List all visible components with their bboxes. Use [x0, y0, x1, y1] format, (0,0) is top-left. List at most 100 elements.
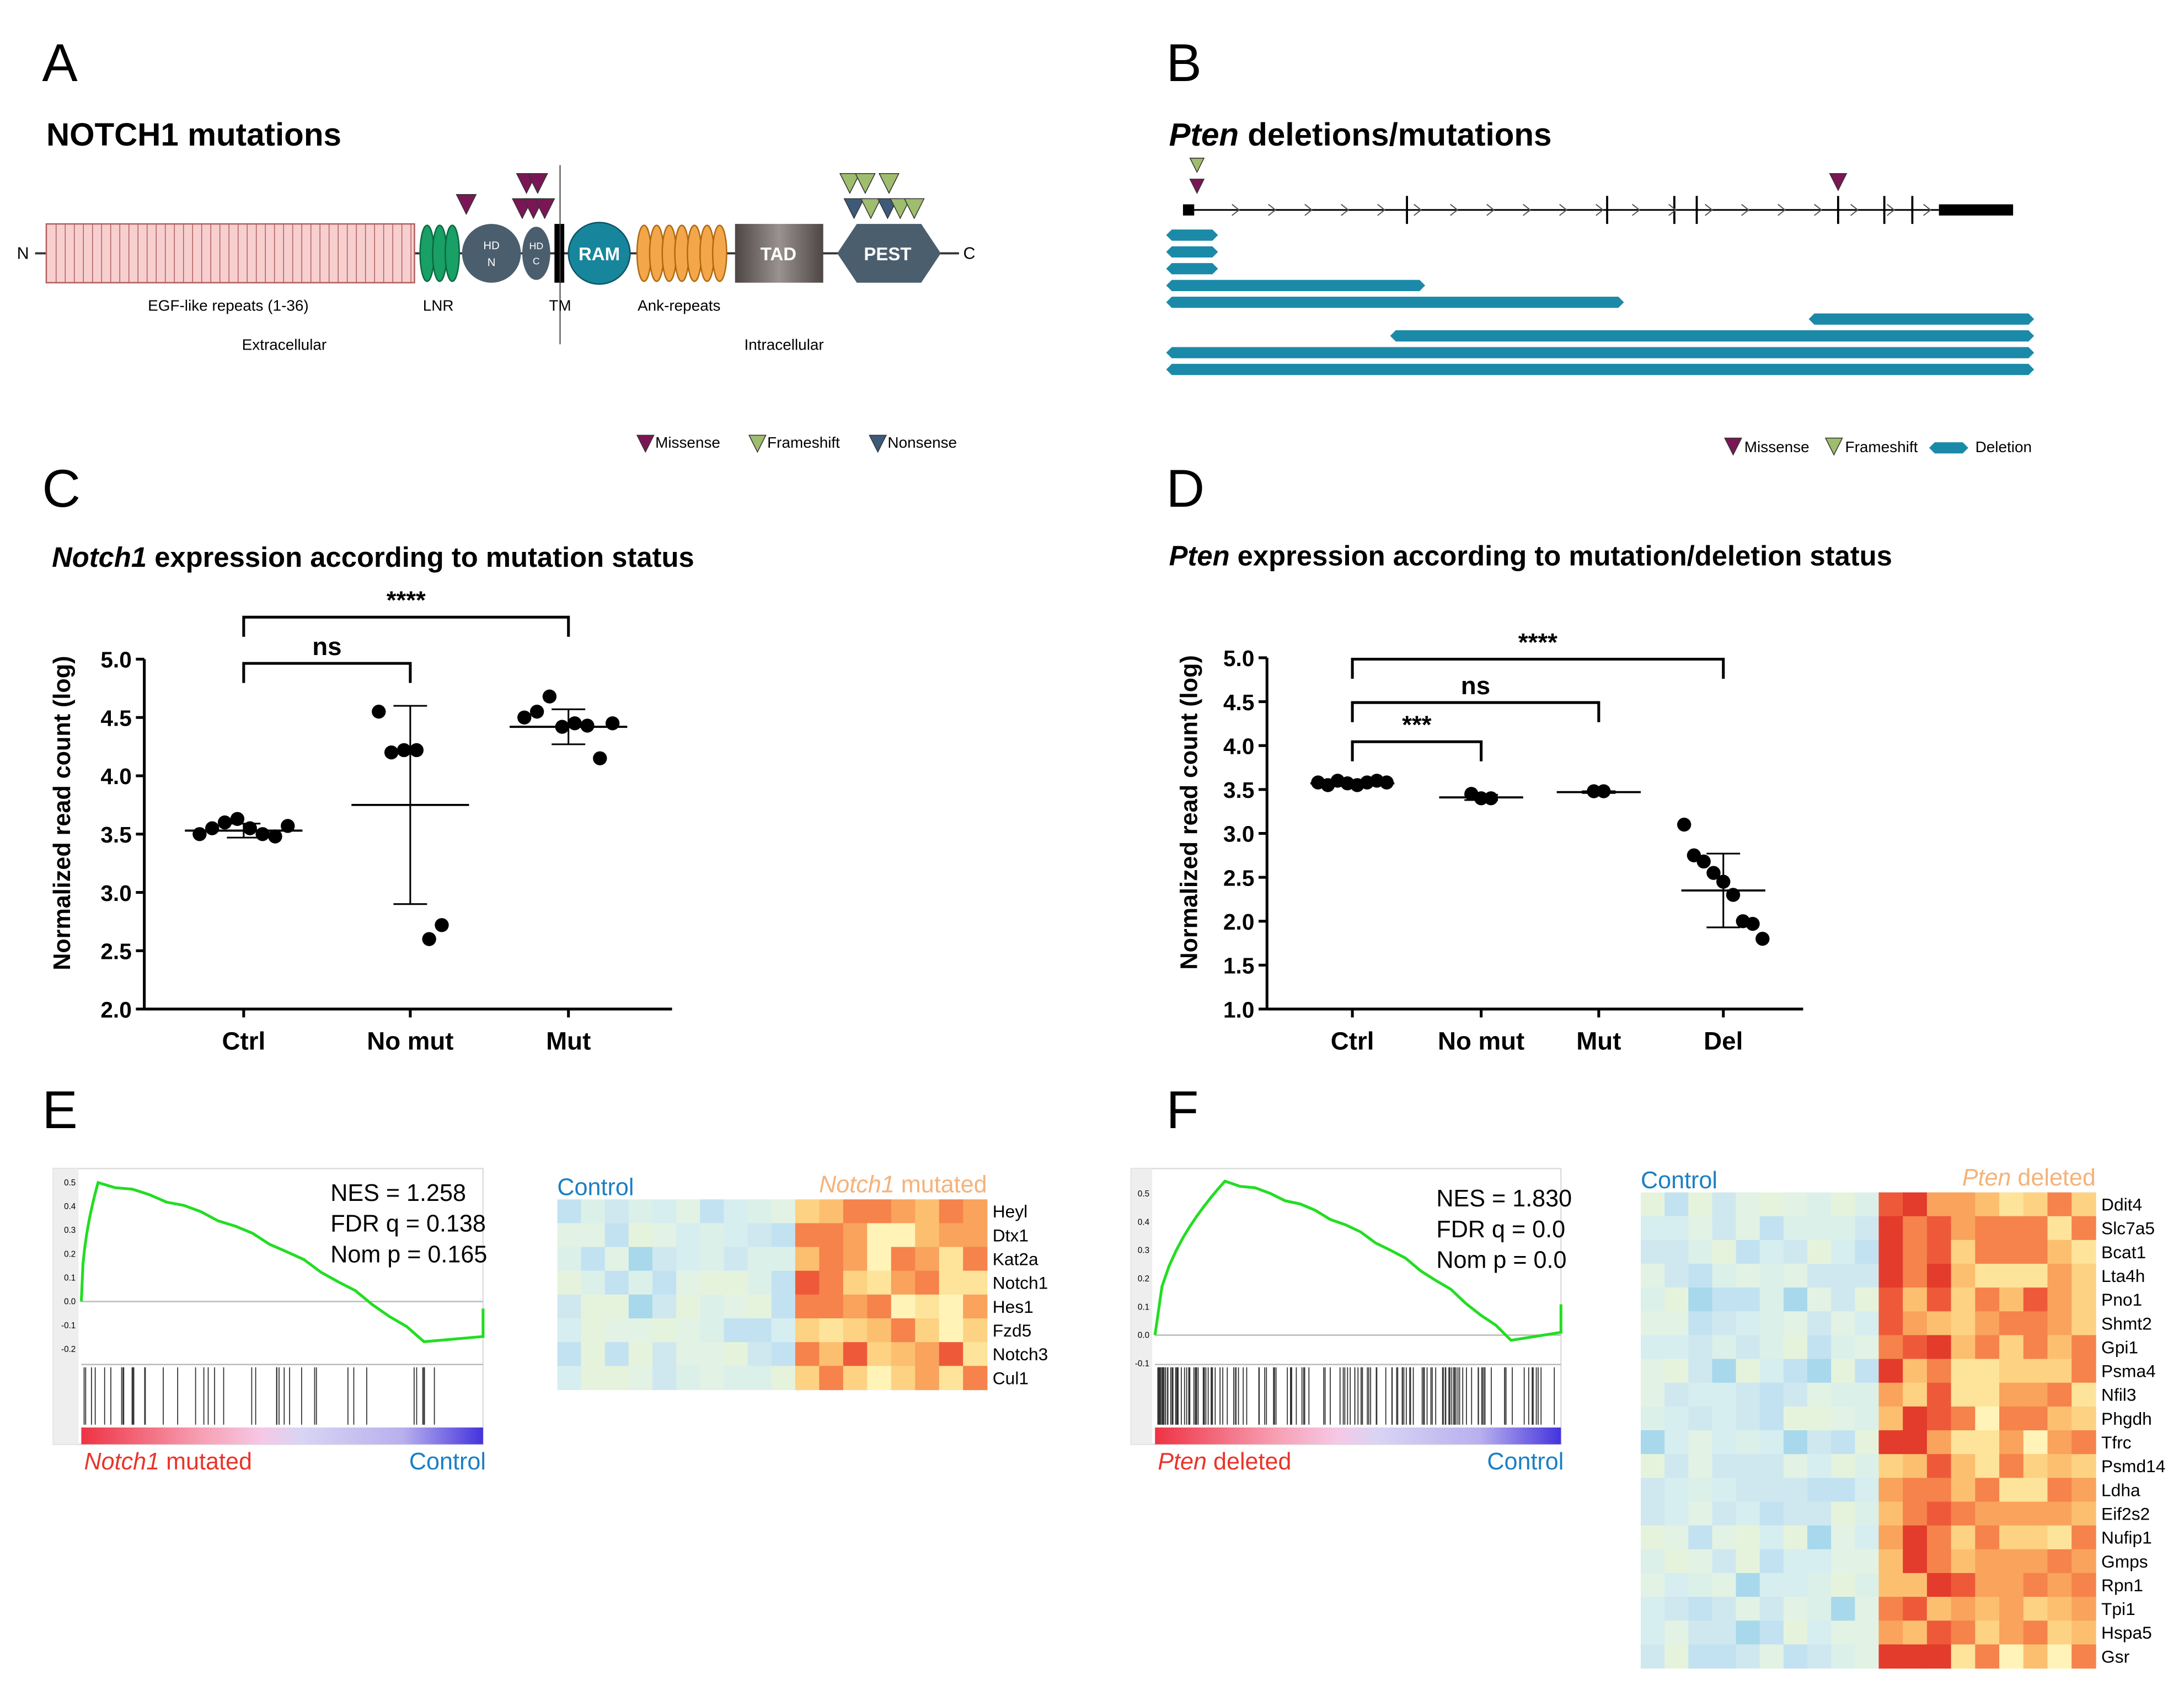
heatmap-cell: [1712, 1216, 1737, 1241]
heatmap-cell: [1878, 1501, 1903, 1526]
heatmap-cell: [2023, 1335, 2048, 1360]
gsea-panels: 0.5 0.4 0.3 0.2 0.1 0.0 -0.1 -0.2 NES = 1.258 FDR…: [52, 1165, 2165, 1669]
heatmap-cell: [1831, 1525, 1856, 1550]
heatmap-cell: [819, 1223, 844, 1248]
heatmap-cell: [1878, 1620, 1903, 1645]
heatmap-cell: [2047, 1359, 2072, 1383]
heatmap-cell: [1759, 1478, 1784, 1502]
heatmap-cell: [1951, 1192, 1976, 1217]
heatmap-cell: [1855, 1264, 1880, 1288]
lnr-repeat: [445, 224, 460, 282]
label-part: mutated: [895, 1172, 987, 1198]
heatmap-cell: [1664, 1192, 1689, 1217]
heatmap-cell: [1926, 1287, 1952, 1312]
triangle: [839, 173, 860, 194]
heatmap-cell: [1903, 1359, 1928, 1383]
domain-label: HD: [483, 240, 499, 252]
data-point: [205, 821, 220, 835]
heatmap-cell: [1688, 1335, 1713, 1360]
heatmap-cell: [1975, 1644, 2000, 1669]
heatmap-cell: [1855, 1549, 1880, 1574]
heatmap-cell: [1855, 1406, 1880, 1431]
heatmap-cell: [1903, 1644, 1928, 1669]
heatmap-cell: [1759, 1216, 1784, 1241]
heatmap-cell: [1878, 1549, 1903, 1574]
heatmap-cell: [604, 1366, 629, 1391]
triangle: [903, 198, 925, 219]
panel-a: NOTCH1 mutations N C HD N HD C RAM TAD P…: [17, 117, 975, 453]
heatmap-cell: [1640, 1597, 1665, 1622]
triangle: [843, 198, 865, 219]
heatmap-cell: [1831, 1311, 1856, 1336]
heatmap-cell: [1783, 1192, 1808, 1217]
heatmap-cell: [1951, 1335, 1976, 1360]
heatmap-cell: [1951, 1430, 1976, 1455]
heatmap-cell: [1878, 1525, 1903, 1550]
heatmap-cell: [676, 1199, 701, 1224]
gsea-tick-label: 0.2: [1138, 1274, 1149, 1284]
label-part: Pten: [1962, 1165, 2011, 1191]
heatmap-cell: [1736, 1430, 1760, 1455]
heatmap-cell: [843, 1223, 868, 1248]
heatmap-cell: [2047, 1597, 2072, 1622]
triangle: [527, 173, 548, 194]
heatmap-cell: [1807, 1525, 1832, 1550]
heatmap-cell: [2023, 1573, 2048, 1597]
heatmap-cell: [700, 1223, 725, 1248]
heatmap-cell: [1759, 1406, 1784, 1431]
direction-chevron: [1523, 203, 1532, 216]
heatmap-cell: [1878, 1454, 1903, 1479]
heatmap-cell: [2071, 1311, 2096, 1336]
heatmap-cell: [939, 1247, 963, 1271]
heatmap-cell: [1903, 1573, 1928, 1597]
heatmap-cell: [1975, 1525, 2000, 1550]
data-point: [281, 819, 295, 833]
deletion-bar: [1166, 246, 1218, 258]
heatmap-cell: [1831, 1239, 1856, 1264]
heatmap-cell: [1640, 1573, 1665, 1597]
heatmap-cell: [1951, 1644, 1976, 1669]
heatmap-cell: [1664, 1478, 1689, 1502]
heatmap-cell: [795, 1294, 820, 1319]
heatmap-cell: [1736, 1287, 1760, 1312]
heatmap-cell: [1688, 1454, 1713, 1479]
heatmap-cell: [1975, 1549, 2000, 1574]
heatmap-cell: [2047, 1501, 2072, 1526]
heatmap-cell: [1807, 1287, 1832, 1312]
heatmap-cell: [2071, 1573, 2096, 1597]
rank-bar: [1155, 1427, 1561, 1445]
heatmap-cell: [1878, 1406, 1903, 1431]
gene-label: Ldha: [2101, 1480, 2140, 1500]
deletion-bar: [1166, 347, 2035, 358]
legend-label: Deletion: [1976, 438, 2032, 455]
heatmap-cell: [1807, 1406, 1832, 1431]
heatmap-cell: [1926, 1454, 1952, 1479]
y-tick-label: 4.5: [100, 705, 131, 731]
heatmap-cell: [915, 1294, 940, 1319]
heatmap-cell: [1807, 1239, 1832, 1264]
heatmap-cell: [963, 1247, 988, 1271]
domain-caption: EGF-like repeats (1-36): [148, 297, 309, 314]
legend-label: Frameshift: [1845, 438, 1918, 455]
heatmap-cell: [2071, 1264, 2096, 1288]
gsea-gutter: [53, 1168, 79, 1445]
heatmap-cell: [628, 1318, 653, 1343]
domain-label: RAM: [579, 244, 620, 264]
error-bar: [1582, 790, 1616, 794]
gene-label: Gmps: [2101, 1552, 2148, 1571]
heatmap-cell: [724, 1318, 748, 1343]
heatmap-cell: [1783, 1525, 1808, 1550]
data-point: [517, 710, 532, 725]
heatmap-cell: [1759, 1549, 1784, 1574]
data-point: [1746, 916, 1760, 931]
heatmap-cell: [1712, 1644, 1737, 1669]
egf-domain: [45, 223, 415, 283]
heatmap-cell: [676, 1270, 701, 1295]
heatmap-cell: [1878, 1430, 1903, 1455]
heatmap-cell: [1712, 1430, 1737, 1455]
heatmap-cell: [747, 1366, 772, 1391]
gsea-gutter: [1131, 1168, 1153, 1445]
heatmap-cell: [1926, 1359, 1952, 1383]
triangle: [869, 434, 887, 453]
heatmap-cell: [1759, 1287, 1784, 1312]
